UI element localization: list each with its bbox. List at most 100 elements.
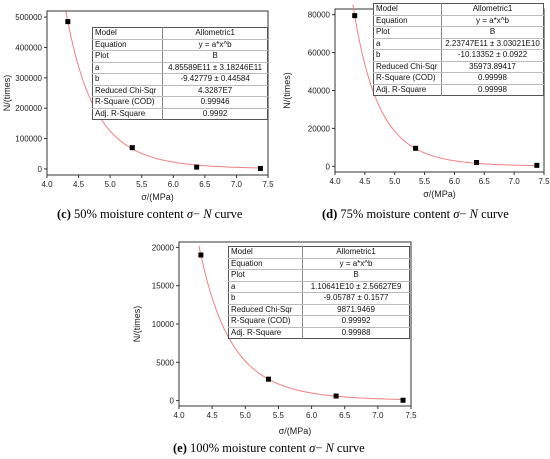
y-axis-label: N/(times) — [132, 306, 142, 343]
caption-text: 100% moisture content — [186, 441, 310, 455]
stats-row: Reduced Chi-Sqr 35973.89417 — [373, 61, 544, 73]
stats-key: Reduced Chi-Sqr — [228, 304, 304, 316]
stats-row: Plot B — [373, 26, 544, 39]
stats-key: Equation — [373, 15, 442, 27]
x-tick-label: 6.5 — [339, 411, 351, 420]
y-tick-label: 5000 — [156, 358, 174, 367]
caption-n: N — [203, 207, 212, 221]
stats-key: Adj. R-Square — [373, 84, 442, 96]
x-tick-label: 6.0 — [449, 177, 461, 186]
caption-tail: curve — [477, 207, 509, 221]
stats-row: Adj. R-Square 0.99988 — [228, 327, 410, 339]
y-tick-label: 0 — [38, 165, 43, 174]
x-tick-label: 4.5 — [359, 177, 371, 186]
x-axis-label: σ/(MPa) — [423, 189, 456, 199]
stats-value: 0.99988 — [341, 327, 371, 337]
stats-key: R-Square (COD) — [92, 96, 164, 109]
plot-frame — [46, 10, 269, 176]
data-point — [413, 145, 419, 151]
stats-value: 0.99992 — [302, 315, 410, 328]
caption-n: N — [469, 207, 478, 221]
stats-row: Equation y = a*x^b — [228, 258, 410, 270]
caption-c: (c) 50% moisture content σ− N curve — [57, 207, 242, 222]
stats-key: Adj. R-Square — [92, 108, 164, 120]
y-tick-label: 0 — [326, 162, 331, 171]
stats-value: B — [441, 26, 544, 39]
caption-sigma: σ — [309, 441, 316, 455]
chart-panel-d: 4.0 4.5 5.0 5.5 6.0 6.5 7.0 7.5 0 20000 40000 60000… — [280, 0, 550, 230]
x-tick-label: 5.5 — [273, 411, 285, 420]
stats-value: 0.99946 — [162, 96, 268, 109]
y-tick-label: 500000 — [15, 13, 42, 22]
stats-row: a 2.23747E11 ± 3.03021E10 — [373, 38, 544, 50]
y-tick-label: 200000 — [15, 104, 42, 113]
stats-key: Equation — [92, 39, 164, 51]
caption-tail: curve — [333, 441, 365, 455]
y-tick-label: 400000 — [15, 43, 42, 52]
stats-value: Allometric1 — [441, 3, 544, 16]
caption-sigma: σ — [186, 207, 193, 221]
caption-letter: (e) — [173, 441, 187, 455]
x-axis-label: σ/(MPa) — [279, 426, 312, 436]
x-tick-label: 6.0 — [306, 411, 318, 420]
x-tick-label: 5.0 — [105, 180, 117, 189]
stats-row: Reduced Chi-Sqr 9871.9469 — [228, 304, 410, 316]
caption-e: (e) 100% moisture content σ− N curve — [173, 441, 365, 456]
stats-row: b -9.42779 ± 0.44584 — [92, 73, 268, 86]
chart-panel-c: 4.0 4.5 5.0 5.5 6.0 6.5 7.0 7.5 0 100000 200000 300… — [0, 0, 275, 230]
x-tick-label: 5.5 — [419, 177, 431, 186]
stats-value: 2.23747E11 ± 3.03021E10 — [441, 38, 544, 50]
stats-row: Adj. R-Square 0.9992 — [92, 108, 268, 120]
y-tick-label: 10000 — [152, 320, 175, 329]
stats-key: b — [92, 73, 164, 86]
x-tick-label: 4.0 — [329, 177, 341, 186]
stats-value: 4.85589E11 ± 3.18246E11 — [162, 62, 268, 74]
x-tick-label: 7.5 — [262, 180, 274, 189]
caption-n: N — [325, 441, 334, 455]
stats-key: Plot — [373, 26, 442, 39]
stats-row: Reduced Chi-Sqr 4.3287E7 — [92, 85, 268, 97]
stats-row: Model Allometric1 — [92, 27, 268, 40]
stats-value: -10.13352 ± 0.0922 — [441, 49, 544, 62]
x-tick-label: 5.5 — [136, 180, 148, 189]
x-tick-label: 5.0 — [389, 177, 401, 186]
stats-row: Plot B — [92, 50, 268, 63]
chart-e-svg: 4.0 4.5 5.0 5.5 6.0 6.5 7.0 7.5 0 5000 10000 15000 2… — [132, 241, 417, 436]
stats-key: Model — [228, 246, 304, 259]
x-tick-label: 7.0 — [509, 177, 521, 186]
stats-key: Equation — [228, 258, 304, 270]
stats-row: a 4.85589E11 ± 3.18246E11 — [92, 62, 268, 74]
stats-key: Plot — [92, 50, 164, 63]
caption-dash: − — [315, 441, 326, 455]
stats-key: Plot — [228, 269, 304, 282]
stats-key: R-Square (COD) — [228, 315, 304, 328]
x-axis-label: σ/(MPa) — [141, 192, 174, 202]
stats-value: 9871.9469 — [302, 304, 410, 316]
y-tick-label: 20000 — [308, 124, 331, 133]
stats-row: Model Allometric1 — [228, 246, 410, 259]
stats-value: 0.99998 — [478, 84, 507, 94]
stats-value: y = a*x^b — [441, 15, 544, 27]
fit-curve — [352, 4, 539, 167]
stats-key: Reduced Chi-Sqr — [373, 61, 442, 73]
data-point — [534, 162, 540, 168]
y-axis-label: N/(times) — [282, 72, 292, 109]
stats-row: b -10.13352 ± 0.0922 — [373, 49, 544, 62]
x-tick-label: 7.0 — [231, 180, 243, 189]
stats-key: a — [228, 281, 304, 293]
y-tick-label: 15000 — [152, 282, 175, 291]
x-tick-label: 7.5 — [405, 411, 417, 420]
y-tick-label: 60000 — [308, 49, 331, 58]
x-tick-label: 7.5 — [538, 177, 550, 186]
stats-value: 0.9992 — [202, 108, 228, 118]
x-tick-label: 6.5 — [479, 177, 491, 186]
x-tick-label: 4.5 — [207, 411, 219, 420]
y-axis-label: N/(times) — [2, 75, 12, 112]
y-tick-label: 0 — [170, 397, 175, 406]
stats-value: 0.99998 — [441, 72, 544, 85]
x-tick-label: 6.5 — [199, 180, 211, 189]
caption-dash: − — [193, 207, 204, 221]
